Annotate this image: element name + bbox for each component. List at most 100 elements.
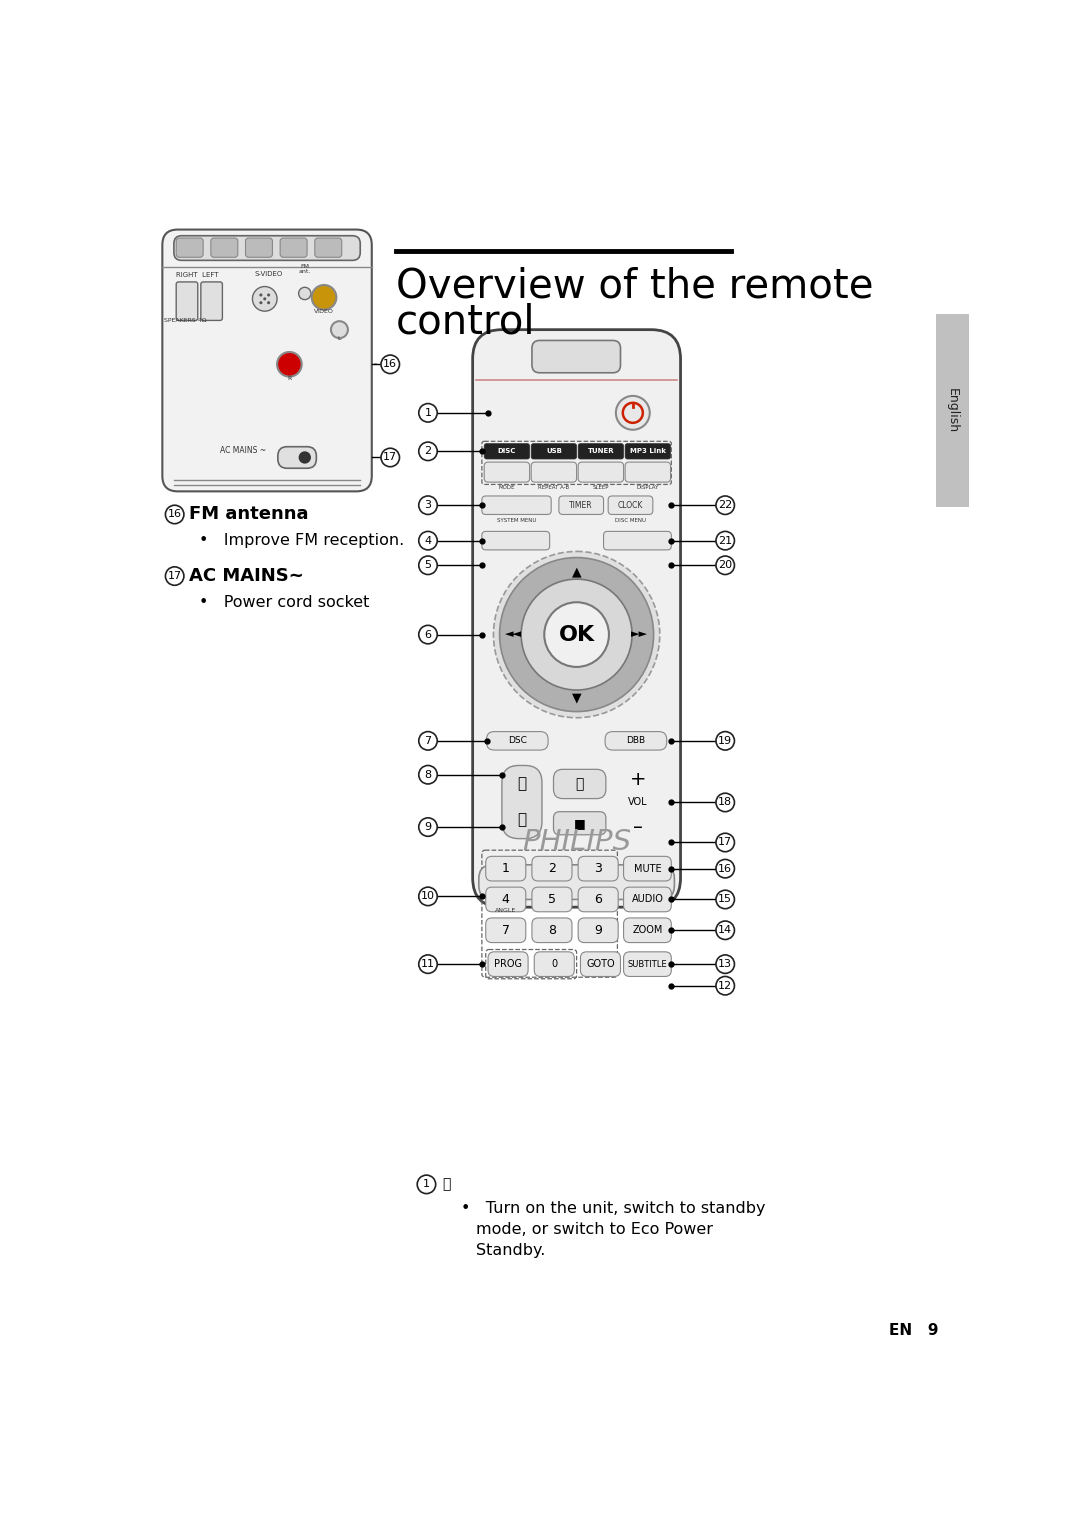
Circle shape bbox=[716, 859, 734, 879]
Text: VOL: VOL bbox=[629, 798, 648, 807]
FancyBboxPatch shape bbox=[625, 461, 671, 483]
Text: 5: 5 bbox=[424, 561, 432, 570]
Text: DSC: DSC bbox=[508, 736, 527, 746]
FancyBboxPatch shape bbox=[201, 283, 222, 321]
Circle shape bbox=[381, 354, 400, 373]
Circle shape bbox=[494, 552, 660, 718]
Circle shape bbox=[278, 351, 301, 376]
Circle shape bbox=[419, 732, 437, 750]
FancyBboxPatch shape bbox=[578, 443, 623, 458]
Circle shape bbox=[419, 766, 437, 784]
FancyBboxPatch shape bbox=[211, 238, 238, 257]
Text: 16: 16 bbox=[167, 509, 181, 520]
Circle shape bbox=[259, 293, 262, 296]
FancyBboxPatch shape bbox=[486, 888, 526, 912]
Circle shape bbox=[419, 817, 437, 836]
Text: 4: 4 bbox=[502, 892, 510, 906]
Circle shape bbox=[165, 506, 184, 524]
Circle shape bbox=[312, 286, 336, 310]
Text: R: R bbox=[287, 376, 292, 380]
FancyBboxPatch shape bbox=[176, 283, 198, 321]
Text: 17: 17 bbox=[383, 452, 397, 463]
Text: 3: 3 bbox=[594, 862, 602, 876]
FancyBboxPatch shape bbox=[605, 732, 666, 750]
Text: 10: 10 bbox=[421, 891, 435, 902]
FancyBboxPatch shape bbox=[604, 532, 672, 550]
Text: 7: 7 bbox=[502, 924, 510, 937]
Text: mode, or switch to Eco Power: mode, or switch to Eco Power bbox=[476, 1222, 714, 1238]
FancyBboxPatch shape bbox=[532, 341, 621, 373]
Circle shape bbox=[716, 732, 734, 750]
Circle shape bbox=[419, 556, 437, 575]
Circle shape bbox=[165, 567, 184, 585]
Circle shape bbox=[267, 293, 270, 296]
Circle shape bbox=[500, 558, 653, 712]
FancyBboxPatch shape bbox=[502, 766, 542, 839]
Text: control: control bbox=[395, 303, 536, 342]
FancyBboxPatch shape bbox=[623, 888, 672, 912]
Text: •   Improve FM reception.: • Improve FM reception. bbox=[200, 533, 405, 549]
Text: 5: 5 bbox=[548, 892, 556, 906]
Text: 9: 9 bbox=[424, 822, 432, 833]
FancyBboxPatch shape bbox=[486, 732, 549, 750]
Text: 13: 13 bbox=[718, 960, 732, 969]
FancyBboxPatch shape bbox=[936, 315, 969, 507]
FancyBboxPatch shape bbox=[482, 497, 551, 515]
Text: 14: 14 bbox=[718, 926, 732, 935]
Text: SUBTITLE: SUBTITLE bbox=[627, 960, 667, 969]
Text: ZOOM: ZOOM bbox=[632, 926, 663, 935]
Text: REPEAT A-B: REPEAT A-B bbox=[538, 486, 569, 490]
Text: PROG: PROG bbox=[494, 960, 522, 969]
Text: Standby.: Standby. bbox=[476, 1242, 545, 1258]
Text: USB: USB bbox=[546, 448, 562, 454]
Text: 0: 0 bbox=[551, 960, 557, 969]
FancyBboxPatch shape bbox=[535, 952, 575, 976]
Text: ►►: ►► bbox=[631, 630, 648, 640]
Text: S-VIDEO: S-VIDEO bbox=[255, 270, 283, 277]
Text: TIMER: TIMER bbox=[569, 501, 593, 510]
FancyBboxPatch shape bbox=[625, 443, 671, 458]
Text: 1: 1 bbox=[423, 1180, 430, 1189]
Text: SYSTEM MENU: SYSTEM MENU bbox=[497, 518, 537, 523]
Text: DISPLAY: DISPLAY bbox=[636, 486, 659, 490]
FancyBboxPatch shape bbox=[554, 811, 606, 834]
Text: ⏯: ⏯ bbox=[576, 776, 584, 792]
Circle shape bbox=[267, 301, 270, 304]
Circle shape bbox=[381, 448, 400, 466]
FancyBboxPatch shape bbox=[532, 888, 572, 912]
Text: PHILIPS: PHILIPS bbox=[522, 828, 631, 856]
Text: DISC: DISC bbox=[498, 448, 516, 454]
Text: ⏻: ⏻ bbox=[442, 1178, 450, 1192]
Text: 6: 6 bbox=[424, 630, 432, 640]
Text: MP3 Link: MP3 Link bbox=[630, 448, 666, 454]
Text: L: L bbox=[338, 336, 341, 341]
Circle shape bbox=[522, 579, 632, 691]
Text: •   Turn on the unit, switch to standby: • Turn on the unit, switch to standby bbox=[461, 1201, 766, 1216]
Text: English: English bbox=[946, 388, 959, 432]
Circle shape bbox=[259, 301, 262, 304]
Circle shape bbox=[299, 451, 311, 463]
Text: 1: 1 bbox=[502, 862, 510, 876]
Circle shape bbox=[716, 532, 734, 550]
Text: ⏮: ⏮ bbox=[517, 813, 526, 828]
Text: 21: 21 bbox=[718, 536, 732, 545]
Circle shape bbox=[419, 403, 437, 422]
Text: 20: 20 bbox=[718, 561, 732, 570]
Text: ■: ■ bbox=[573, 817, 585, 830]
Circle shape bbox=[419, 532, 437, 550]
Text: •   Power cord socket: • Power cord socket bbox=[200, 594, 369, 610]
FancyBboxPatch shape bbox=[473, 330, 680, 908]
Circle shape bbox=[716, 955, 734, 973]
FancyBboxPatch shape bbox=[482, 532, 550, 550]
Text: 18: 18 bbox=[718, 798, 732, 807]
Text: 15: 15 bbox=[718, 894, 732, 905]
Text: 9: 9 bbox=[594, 924, 602, 937]
FancyBboxPatch shape bbox=[554, 769, 606, 799]
Circle shape bbox=[716, 891, 734, 909]
Text: 8: 8 bbox=[424, 770, 432, 779]
Circle shape bbox=[716, 793, 734, 811]
Circle shape bbox=[716, 497, 734, 515]
Text: TUNER: TUNER bbox=[588, 448, 615, 454]
Text: +: + bbox=[630, 770, 647, 788]
Circle shape bbox=[419, 442, 437, 460]
